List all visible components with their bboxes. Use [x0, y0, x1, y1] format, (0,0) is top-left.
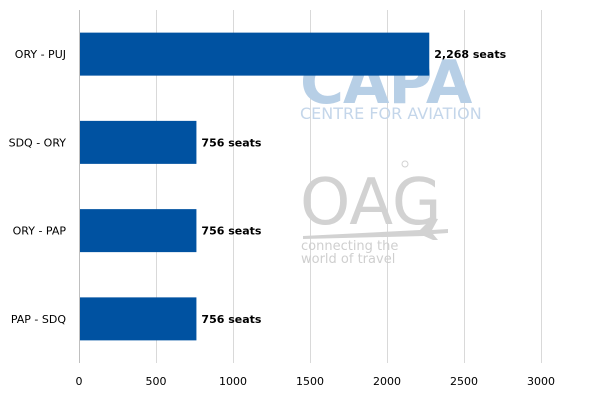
oag-logo-text: OAG	[300, 166, 442, 240]
x-tick-label: 3000	[527, 375, 555, 388]
data-label: 756 seats	[201, 225, 261, 238]
airplane-icon	[303, 218, 448, 240]
data-labels: 2,268 seats 756 seats 756 seats 756 seats	[201, 48, 506, 326]
data-label: 756 seats	[201, 136, 261, 149]
x-tick-label: 500	[146, 375, 167, 388]
x-tick-label: 2000	[373, 375, 401, 388]
x-tick-label: 0	[76, 375, 83, 388]
category-label: ORY - PUJ	[15, 48, 66, 61]
oag-tagline-line2: world of travel	[301, 252, 395, 267]
bar	[80, 32, 430, 76]
data-label: 2,268 seats	[434, 48, 506, 61]
category-label: PAP - SDQ	[11, 313, 67, 326]
x-tick-label: 1500	[296, 375, 324, 388]
x-tick-label: 1000	[219, 375, 247, 388]
capa-watermark: CAPA CENTRE FOR AVIATION	[300, 48, 482, 123]
oag-watermark: OAG connecting the world of travel	[300, 160, 448, 267]
registered-mark-icon	[401, 160, 409, 168]
x-tick-label: 2500	[450, 375, 478, 388]
bar	[80, 120, 197, 164]
capa-tagline: CENTRE FOR AVIATION	[300, 104, 482, 123]
category-label: SDQ - ORY	[9, 136, 67, 149]
bar	[80, 297, 197, 341]
category-labels: ORY - PUJ SDQ - ORY ORY - PAP PAP - SDQ	[9, 48, 67, 326]
bars	[80, 32, 430, 341]
oag-tagline-line1: connecting the	[301, 239, 398, 254]
category-label: ORY - PAP	[13, 225, 67, 238]
data-label: 756 seats	[201, 313, 261, 326]
bar	[80, 209, 197, 253]
x-axis-tick-labels: 0 500 1000 1500 2000 2500 3000	[76, 375, 556, 388]
